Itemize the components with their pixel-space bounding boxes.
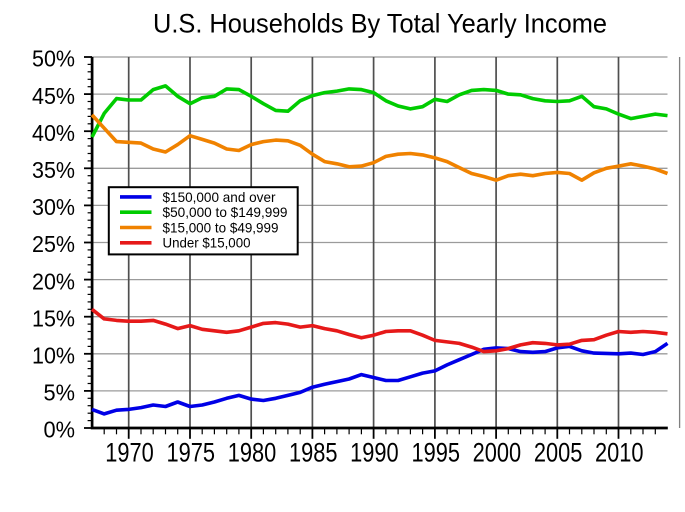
svg-text:U.S. Households By Total Yearl: U.S. Households By Total Yearly Income xyxy=(153,9,607,39)
svg-text:30%: 30% xyxy=(32,194,75,220)
svg-text:$50,000 to $149,999: $50,000 to $149,999 xyxy=(163,205,288,220)
svg-text:20%: 20% xyxy=(32,268,75,294)
svg-text:10%: 10% xyxy=(32,343,75,369)
svg-text:0%: 0% xyxy=(44,417,76,443)
svg-text:$15,000 to $49,999: $15,000 to $49,999 xyxy=(163,220,279,235)
svg-text:1975: 1975 xyxy=(167,438,216,468)
svg-text:$150,000 and over: $150,000 and over xyxy=(163,190,276,205)
svg-text:1980: 1980 xyxy=(228,438,277,468)
svg-text:1990: 1990 xyxy=(350,438,399,468)
svg-text:15%: 15% xyxy=(32,305,75,331)
svg-text:25%: 25% xyxy=(32,231,75,257)
svg-text:5%: 5% xyxy=(44,380,76,406)
svg-text:Under $15,000: Under $15,000 xyxy=(163,236,251,251)
svg-text:40%: 40% xyxy=(32,120,75,146)
svg-text:1970: 1970 xyxy=(105,438,154,468)
svg-text:2010: 2010 xyxy=(595,438,644,468)
svg-text:35%: 35% xyxy=(32,157,75,183)
svg-text:2005: 2005 xyxy=(534,438,583,468)
svg-text:2000: 2000 xyxy=(473,438,522,468)
svg-text:1995: 1995 xyxy=(411,438,460,468)
svg-text:45%: 45% xyxy=(32,83,75,109)
svg-text:1985: 1985 xyxy=(289,438,338,468)
svg-text:50%: 50% xyxy=(32,46,75,72)
